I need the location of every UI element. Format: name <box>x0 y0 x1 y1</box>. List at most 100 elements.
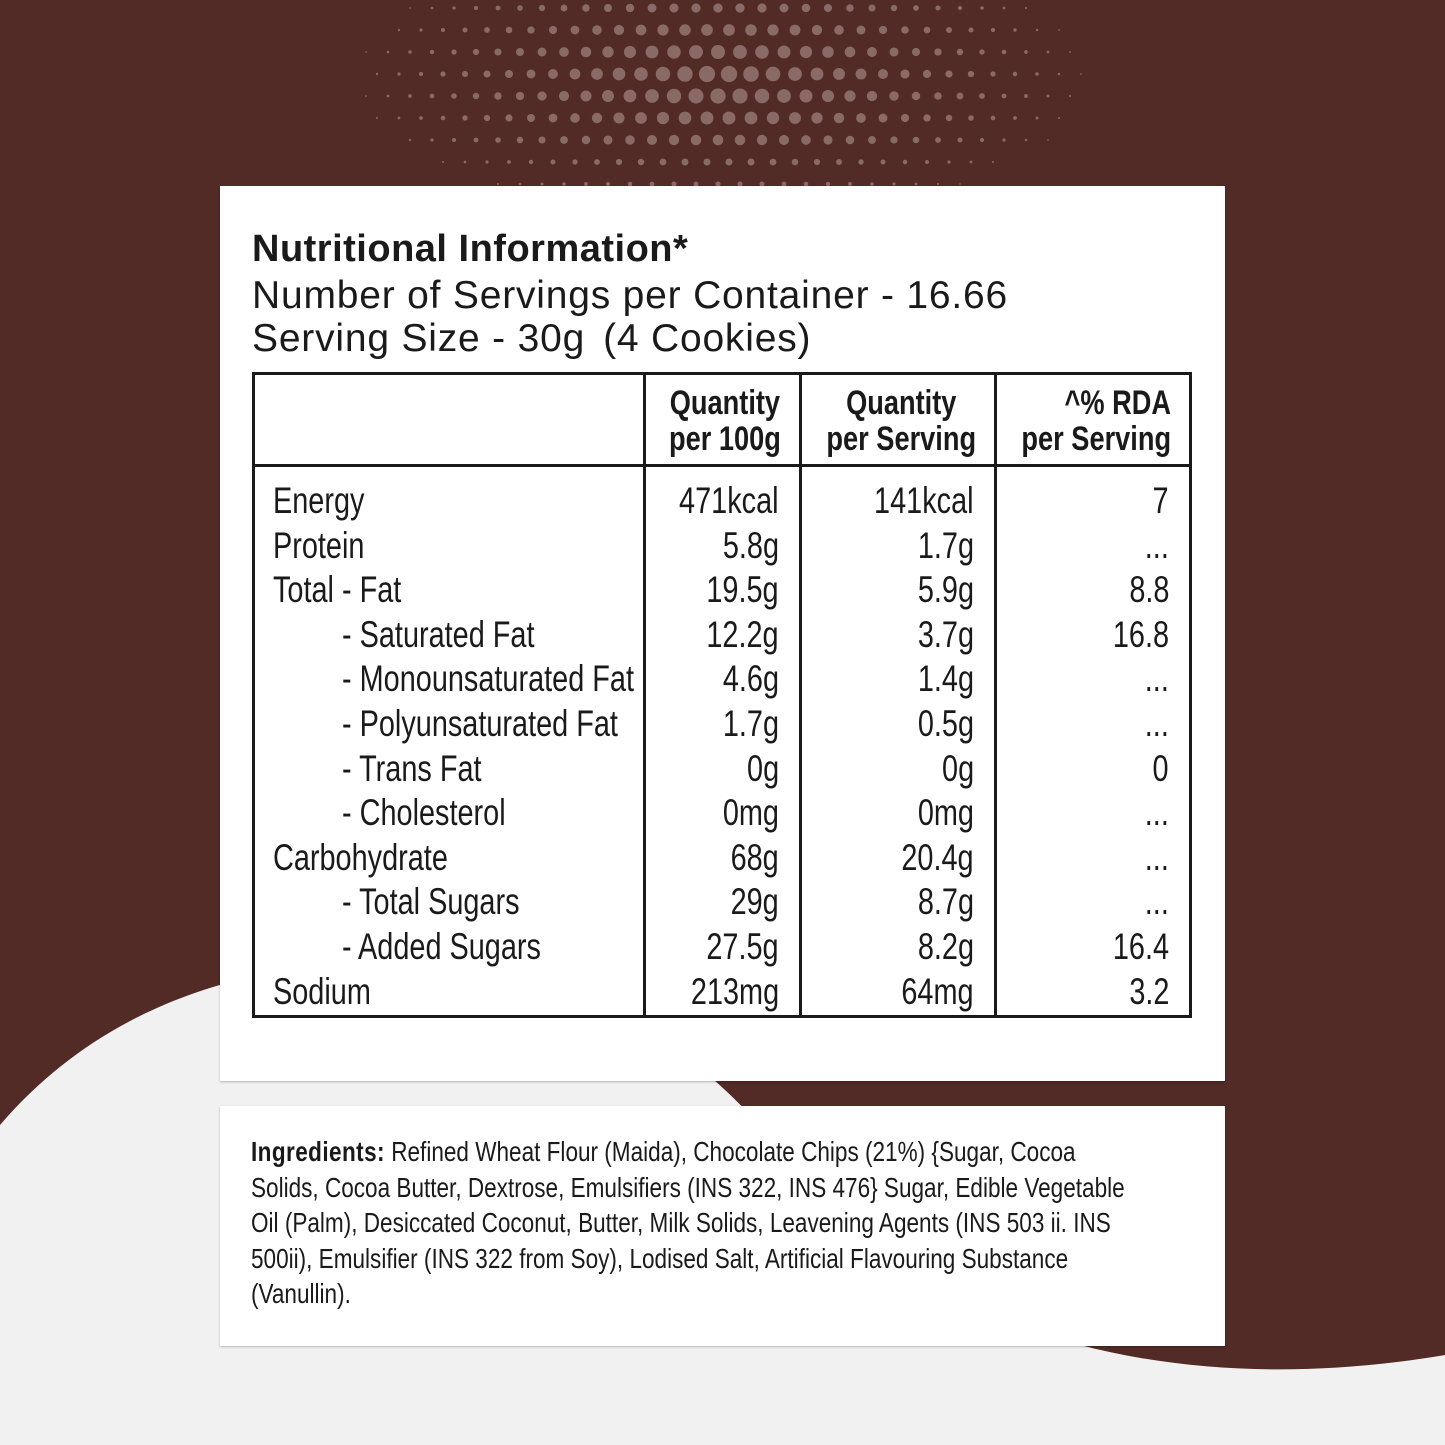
halftone-dot <box>430 6 434 10</box>
halftone-dot <box>778 134 790 146</box>
table-row: Carbohydrate 68g 20.4g... <box>255 836 1189 881</box>
ingredients-line: Solids, Cocoa Butter, Dextrose, Emulsifi… <box>251 1171 1125 1203</box>
servings-per-container: Number of Servings per Container - 16.66 <box>252 274 1009 317</box>
nutrient-name: - Cholesterol <box>342 792 506 834</box>
halftone-dot <box>560 4 568 12</box>
value-rda: 3.2 <box>1128 970 1169 1012</box>
halftone-dot <box>612 67 626 81</box>
halftone-dot <box>710 44 726 60</box>
halftone-dot <box>570 113 580 123</box>
halftone-dot <box>1002 6 1006 10</box>
halftone-dot <box>777 45 791 59</box>
halftone-dot <box>613 112 625 124</box>
value-per-100g: 0g <box>746 747 779 789</box>
halftone-dot <box>969 160 973 164</box>
halftone-dot <box>462 115 468 121</box>
halftone-dot <box>582 4 590 12</box>
value-per-serving: 0mg <box>917 792 974 834</box>
halftone-dot <box>968 27 974 33</box>
halftone-dot <box>823 3 833 13</box>
halftone-dot <box>821 89 835 103</box>
value-per-100g: 5.8g <box>722 524 779 566</box>
halftone-dot <box>375 72 379 76</box>
halftone-dot <box>890 136 898 144</box>
halftone-dot <box>833 112 845 124</box>
halftone-dot <box>634 67 648 81</box>
halftone-dot <box>959 183 961 185</box>
halftone-dot <box>452 6 456 10</box>
halftone-dot <box>1057 116 1061 120</box>
halftone-dot <box>858 159 864 165</box>
halftone-dot <box>603 135 613 145</box>
halftone-dot <box>698 65 716 83</box>
halftone-dot <box>693 181 699 187</box>
halftone-dot <box>580 46 592 58</box>
halftone-dot <box>540 182 544 186</box>
halftone-dot <box>766 111 780 125</box>
ingredients-line: (Vanullin). <box>251 1278 351 1309</box>
halftone-dot <box>912 136 920 144</box>
halftone-dot <box>956 92 964 100</box>
halftone-dot <box>409 7 411 9</box>
column-divider <box>994 375 997 1015</box>
header-quantity-per-100g: Quantity per 100g <box>669 385 781 457</box>
halftone-dot <box>537 47 547 57</box>
halftone-dot <box>801 3 811 13</box>
value-rda: ... <box>1144 658 1169 700</box>
halftone-dot <box>627 181 633 187</box>
value-rda: 8.8 <box>1128 569 1169 611</box>
halftone-dot <box>625 3 635 13</box>
halftone-dot <box>365 51 367 53</box>
halftone-dot <box>1013 28 1017 32</box>
halftone-dot <box>397 116 401 120</box>
value-per-serving: 8.7g <box>917 881 974 923</box>
halftone-dot <box>591 68 603 80</box>
halftone-dot <box>848 182 852 186</box>
halftone-dot <box>430 138 434 142</box>
halftone-dot <box>496 182 500 186</box>
header-divider <box>255 464 1189 467</box>
halftone-dot <box>473 5 479 11</box>
halftone-dot <box>725 158 733 166</box>
halftone-dot <box>647 135 657 145</box>
value-per-100g: 1.7g <box>722 702 779 744</box>
halftone-dot <box>690 134 702 146</box>
halftone-dot <box>779 3 789 13</box>
halftone-dot <box>591 112 603 124</box>
halftone-dot <box>625 135 635 145</box>
halftone-dot <box>722 111 736 125</box>
halftone-dot <box>408 94 412 98</box>
serving-size-note: (4 Cookies) <box>603 317 812 360</box>
halftone-dot <box>801 135 811 145</box>
ingredients-line: Ingredients: Refined Wheat Flour (Maida)… <box>251 1134 1076 1170</box>
halftone-dot <box>635 24 647 36</box>
halftone-dot <box>615 158 623 166</box>
serving-size-line: Serving Size - 30g (4 Cookies) <box>252 317 811 361</box>
value-rda: ... <box>1144 792 1169 834</box>
halftone-dot <box>472 48 480 56</box>
value-per-serving: 0.5g <box>917 702 974 744</box>
header-line: Quantity <box>846 384 957 422</box>
value-per-100g: 29g <box>730 881 779 923</box>
column-divider <box>643 375 646 1015</box>
halftone-dot <box>572 159 578 165</box>
halftone-dot <box>1035 72 1039 76</box>
halftone-dot <box>878 25 888 35</box>
header-line: ^% RDA <box>1064 384 1171 422</box>
halftone-dot <box>527 26 535 34</box>
halftone-dot <box>956 48 964 56</box>
halftone-dot <box>868 136 876 144</box>
value-per-100g: 27.5g <box>706 925 779 967</box>
table-row: Energy 471kcal 141kcal 7 <box>255 479 1189 524</box>
halftone-dot <box>645 89 659 103</box>
halftone-dot <box>559 47 569 57</box>
halftone-dot <box>451 49 457 55</box>
halftone-dot <box>527 114 535 122</box>
value-per-100g: 19.5g <box>706 569 779 611</box>
header-line: per Serving <box>1021 420 1171 458</box>
halftone-dot <box>870 182 874 186</box>
halftone-dot <box>813 158 821 166</box>
halftone-dot <box>755 45 769 59</box>
halftone-dot <box>991 160 995 164</box>
halftone-dot <box>594 159 600 165</box>
